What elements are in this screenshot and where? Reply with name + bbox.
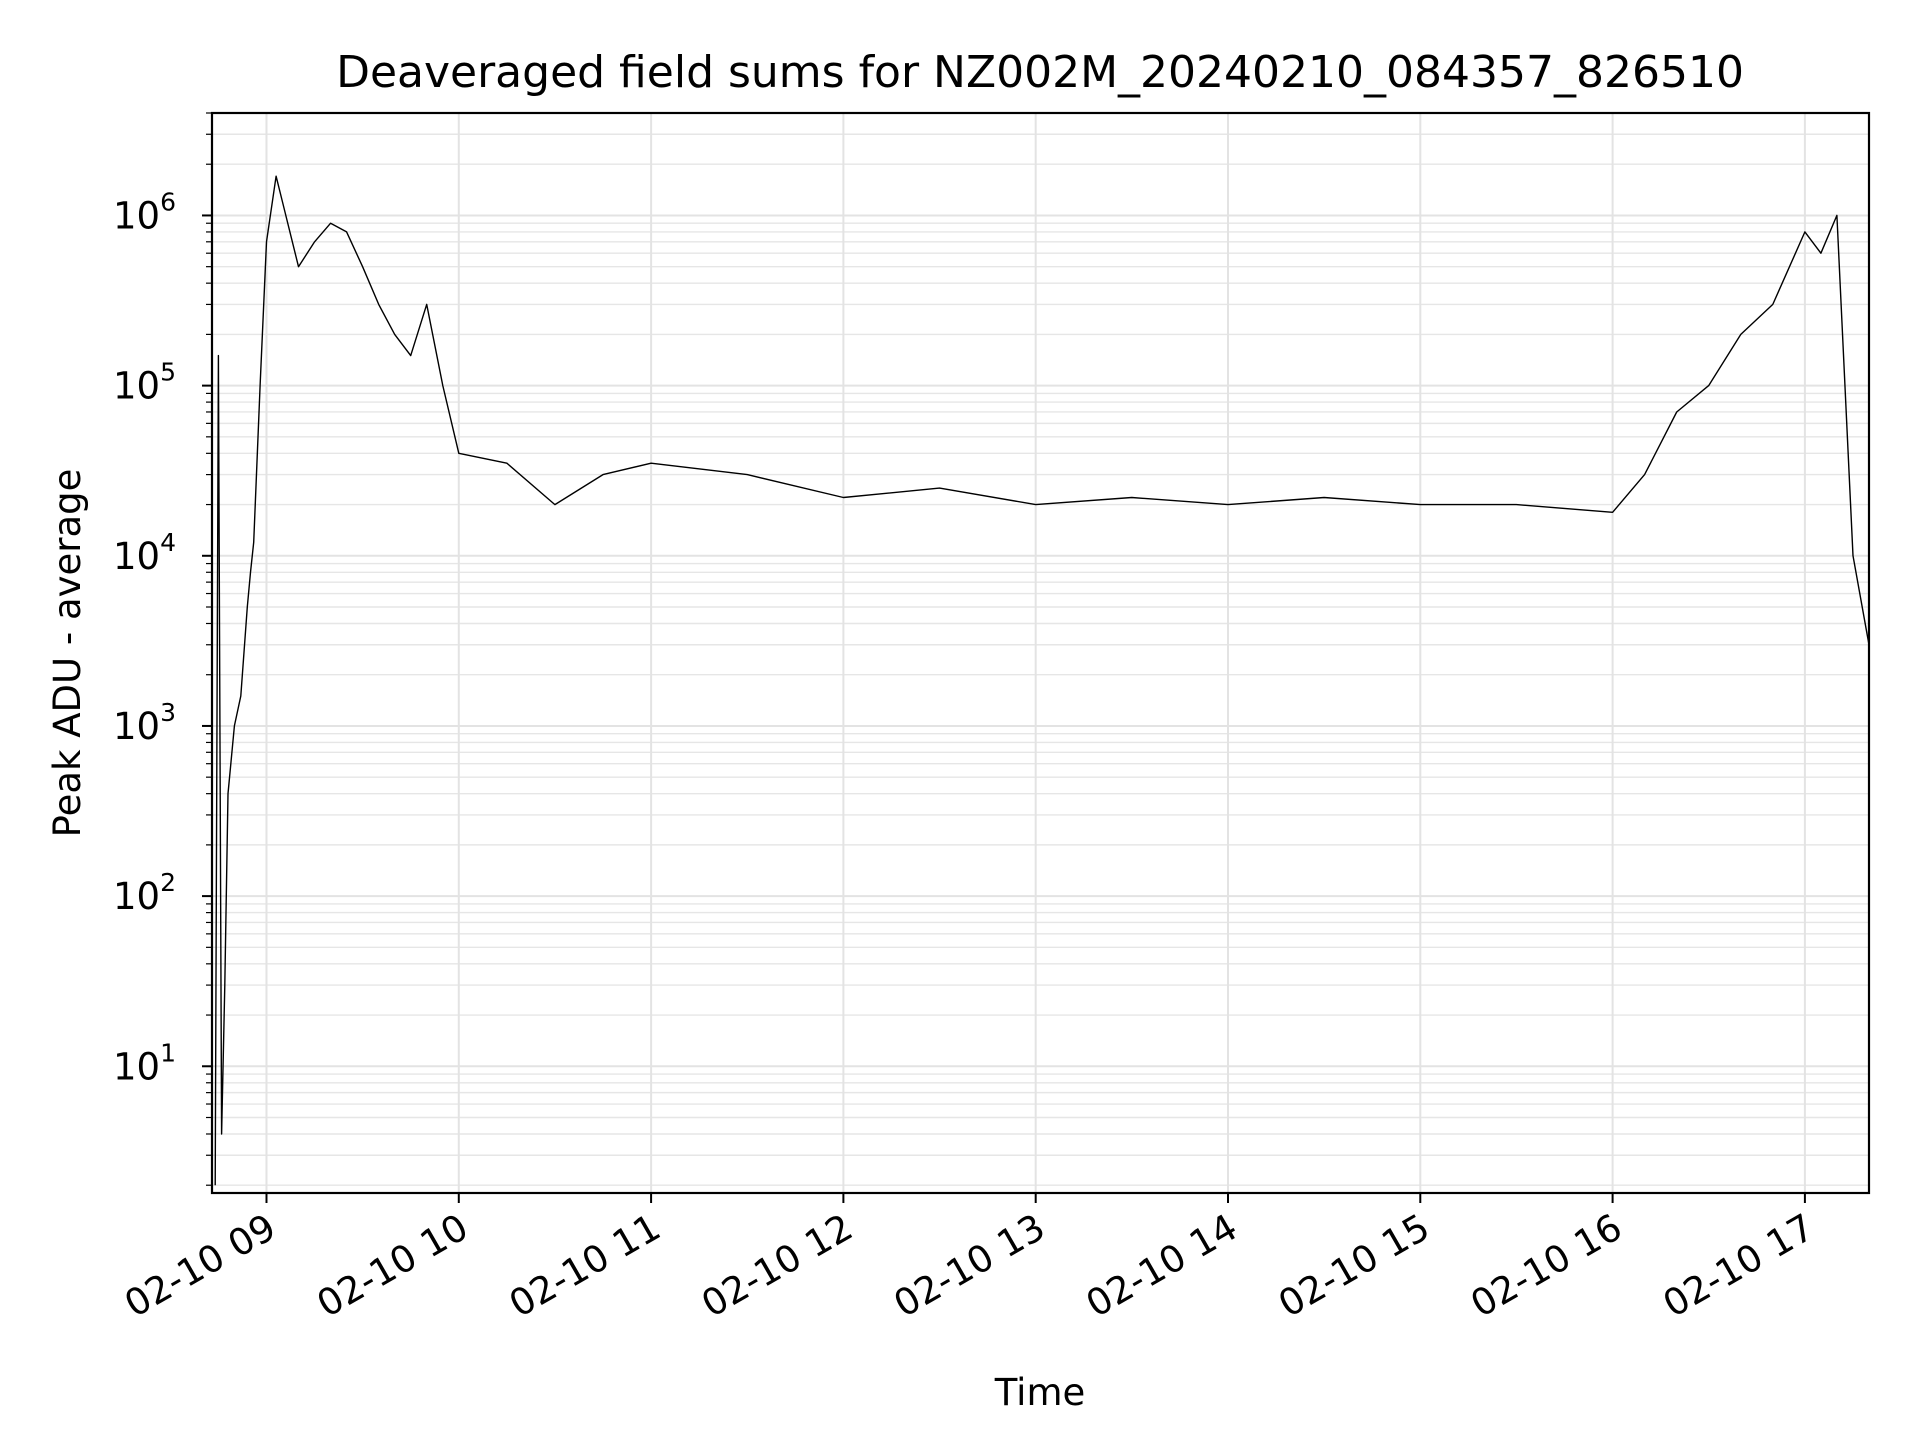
series-line [214,175,1870,1186]
y-tick-label-exponent: 6 [160,187,176,216]
y-axis-label: Peak ADU - average [46,469,89,838]
y-tick-label-base: 10 [113,365,160,408]
y-tick-label: 106 [113,187,176,237]
grid [212,112,1869,1193]
y-tick-label-exponent: 4 [160,528,176,557]
y-tick-label: 105 [113,358,176,408]
y-tick-label: 101 [113,1038,176,1088]
y-tick-label-base: 10 [113,705,160,748]
y-tick-label-exponent: 5 [160,358,176,387]
chart-title: Deaveraged field sums for NZ002M_2024021… [336,47,1744,98]
y-tick-label-base: 10 [113,1045,160,1088]
ticks [202,112,1806,1203]
y-tick-label-exponent: 1 [160,1038,176,1067]
y-tick-label-base: 10 [113,194,160,237]
y-tick-label: 104 [113,528,176,578]
series-layer [214,175,1870,1186]
y-tick-label-exponent: 3 [160,698,176,727]
y-tick-label: 103 [113,698,176,748]
y-tick-label-base: 10 [113,535,160,578]
x-axis-label: Time [994,1371,1086,1414]
y-tick-label: 102 [113,868,176,918]
y-tick-label-exponent: 2 [160,868,176,897]
plot-frame [210,111,1871,1195]
y-tick-label-base: 10 [113,875,160,918]
